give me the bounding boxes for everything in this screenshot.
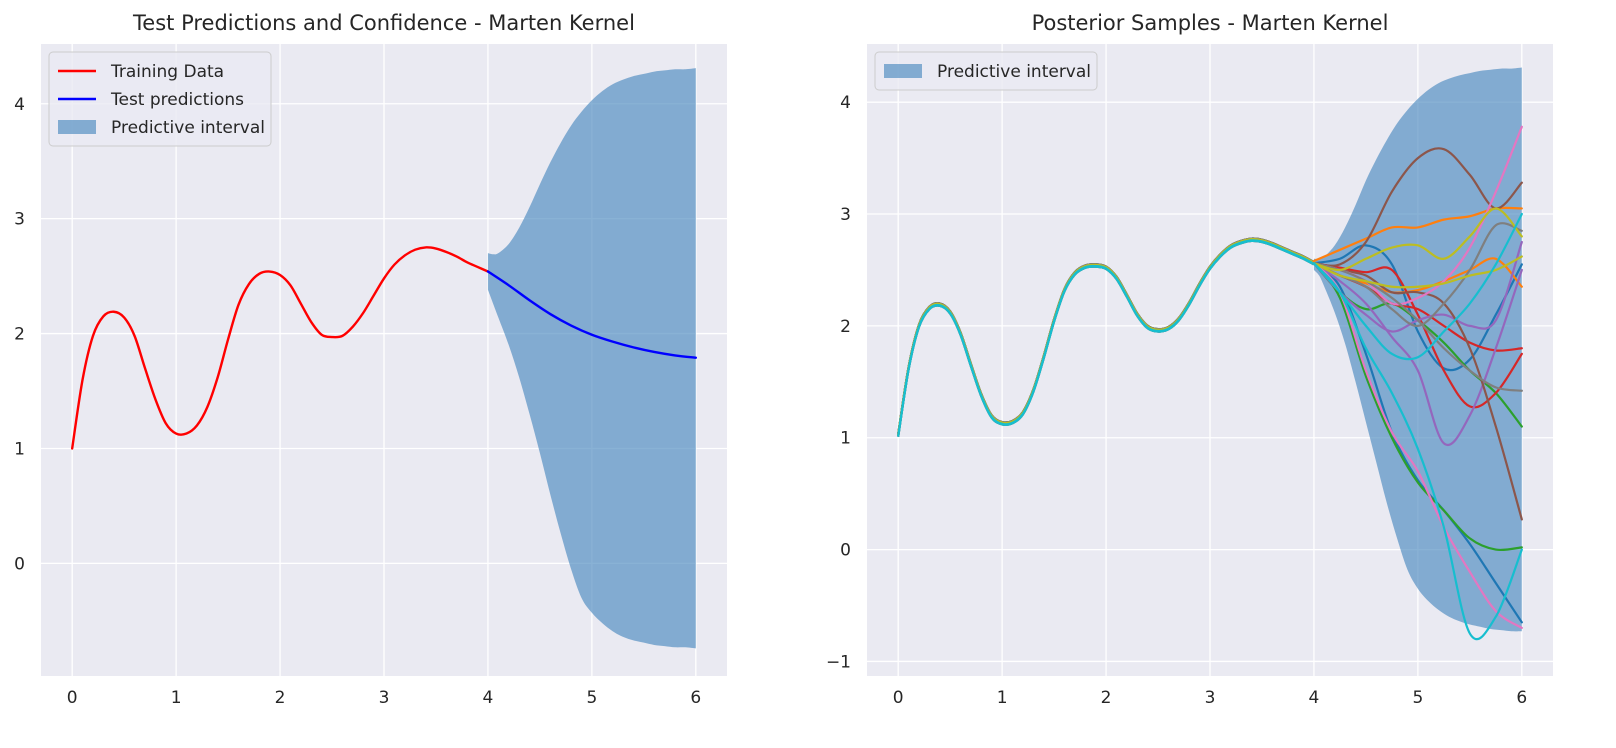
legend-label: Test predictions — [110, 90, 244, 110]
chart-title: Posterior Samples - Marten Kernel — [1032, 11, 1389, 35]
legend-patch-swatch — [884, 64, 922, 78]
predictive-interval-band — [487, 68, 696, 649]
y-tick-label: 3 — [14, 210, 25, 230]
x-tick-label: 2 — [1101, 688, 1112, 708]
y-tick-label: 1 — [14, 439, 25, 459]
plot-content — [70, 68, 698, 649]
posterior-sample-line — [1312, 255, 1523, 289]
x-tick-label: 4 — [1309, 688, 1320, 708]
legend-patch-swatch — [58, 120, 96, 134]
posterior-sample-line — [1312, 212, 1523, 361]
legend-label: Predictive interval — [937, 62, 1091, 82]
y-tick-label: −1 — [826, 652, 851, 672]
posterior-sample-line — [1312, 262, 1523, 629]
legend-label: Training Data — [110, 62, 224, 82]
x-tick-label: 5 — [1412, 688, 1423, 708]
posterior-sample-line — [1312, 262, 1523, 552]
x-tick-label: 0 — [893, 688, 904, 708]
x-tick-label: 4 — [483, 688, 494, 708]
x-tick-label: 2 — [275, 688, 286, 708]
plot-content — [897, 67, 1523, 641]
posterior-sample-line — [1312, 147, 1523, 267]
x-tick-label: 1 — [171, 688, 182, 708]
y-tick-label: 2 — [840, 317, 851, 337]
legend-label: Predictive interval — [111, 118, 265, 138]
x-tick-label: 6 — [1516, 688, 1527, 708]
x-tick-label: 3 — [379, 688, 390, 708]
series-line-test-predictions — [486, 270, 698, 359]
x-tick-label: 5 — [586, 688, 597, 708]
x-tick-label: 3 — [1205, 688, 1216, 708]
chart-title: Test Predictions and Confidence - Marten… — [132, 11, 635, 35]
panel-posterior-samples: 0 1 2 3 4 5 6 −1 0 1 2 3 4 Posterior Samples - Marten… — [826, 11, 1553, 708]
posterior-sample-training-segment — [897, 239, 1315, 437]
y-tick-label: 3 — [840, 205, 851, 225]
y-tick-label: 4 — [840, 93, 851, 113]
legend-box — [48, 51, 272, 147]
posterior-sample-line — [1312, 262, 1523, 392]
x-tick-label: 0 — [67, 688, 78, 708]
y-tick-label: 0 — [840, 541, 851, 561]
posterior-sample-line — [1312, 262, 1523, 521]
posterior-sample-line — [1312, 262, 1523, 641]
legend-box — [874, 51, 1098, 91]
y-tick-label: 1 — [840, 429, 851, 449]
predictive-interval-band — [1313, 67, 1522, 632]
legend: Predictive interval — [874, 51, 1098, 91]
y-tick-label: 0 — [14, 554, 25, 574]
posterior-sample-line — [1312, 207, 1523, 272]
series-line-training-data — [70, 246, 490, 450]
y-tick-label: 2 — [14, 325, 25, 345]
y-tick-label: 4 — [14, 95, 25, 115]
posterior-sample-line — [1312, 244, 1523, 372]
posterior-sample-line — [1312, 262, 1523, 447]
legend: Training Data Test predictions Predictive … — [48, 51, 272, 147]
x-tick-label: 1 — [997, 688, 1008, 708]
panel-test-predictions: 0 1 2 3 4 5 6 0 1 2 3 4 Test Predictions and Confide… — [14, 11, 727, 708]
x-tick-label: 6 — [690, 688, 701, 708]
